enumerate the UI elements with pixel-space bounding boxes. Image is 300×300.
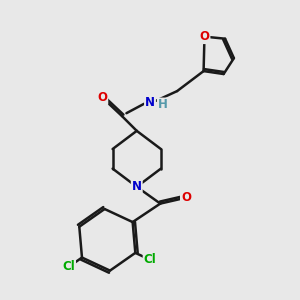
Text: Cl: Cl bbox=[144, 253, 156, 266]
Text: O: O bbox=[181, 191, 191, 204]
Text: H: H bbox=[158, 98, 167, 111]
Text: N: N bbox=[132, 180, 142, 193]
Text: O: O bbox=[200, 30, 209, 43]
Text: N: N bbox=[145, 96, 155, 109]
Text: O: O bbox=[97, 91, 107, 104]
Text: Cl: Cl bbox=[62, 260, 75, 273]
